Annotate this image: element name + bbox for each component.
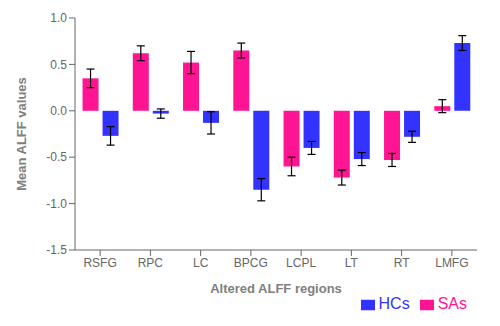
svg-text:-0.5: -0.5 (46, 150, 67, 164)
svg-text:RSFG: RSFG (83, 256, 116, 270)
svg-text:LC: LC (193, 256, 209, 270)
svg-text:0.0: 0.0 (50, 104, 67, 118)
svg-text:LT: LT (345, 256, 359, 270)
html-text:HCs: HCs (378, 295, 410, 312)
svg-text:Altered ALFF regions: Altered ALFF regions (210, 281, 342, 296)
svg-text:1.0: 1.0 (50, 11, 67, 25)
svg-text:0.5: 0.5 (50, 58, 67, 72)
svg-text:-1.0: -1.0 (46, 197, 67, 211)
svg-text:RPC: RPC (138, 256, 164, 270)
svg-text:RT: RT (394, 256, 410, 270)
svg-text:-1.5: -1.5 (46, 243, 67, 257)
svg-text:LCPL: LCPL (286, 256, 316, 270)
html-text:SAs: SAs (437, 295, 467, 312)
svg-text:Mean ALFF values: Mean ALFF values (14, 77, 29, 191)
svg-text:LMFG: LMFG (435, 256, 468, 270)
svg-text:BPCG: BPCG (234, 256, 268, 270)
